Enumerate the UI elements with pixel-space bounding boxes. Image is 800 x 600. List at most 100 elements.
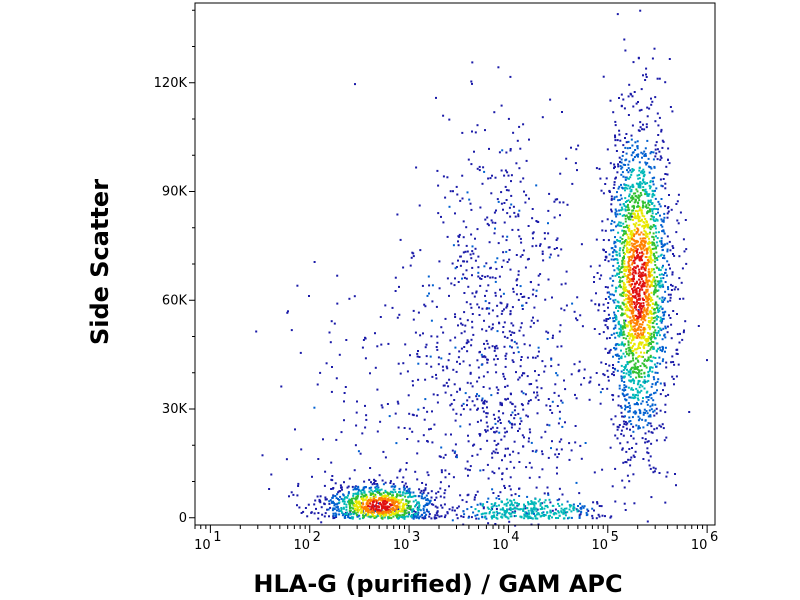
plot-frame [194, 2, 716, 526]
event-dot [638, 305, 641, 308]
event-dot [416, 501, 419, 504]
event-dot [647, 344, 650, 347]
event-dot [630, 368, 633, 371]
event-dot [628, 193, 631, 196]
event-dot [517, 430, 519, 432]
event-dot [604, 183, 607, 185]
event-dot [487, 477, 490, 480]
event-dot [358, 514, 361, 517]
event-dot [568, 504, 571, 506]
event-dot [643, 261, 646, 264]
event-dot [320, 506, 323, 509]
event-dot [656, 276, 659, 278]
event-dot [405, 509, 408, 512]
event-dot [640, 256, 643, 259]
event-dot [638, 166, 641, 169]
event-dot [632, 349, 635, 352]
event-dot [665, 436, 668, 439]
event-dot [522, 392, 525, 395]
event-dot [663, 232, 666, 235]
event-dot [619, 324, 622, 327]
event-dot [640, 389, 643, 392]
event-dot [637, 317, 640, 320]
event-dot [343, 400, 345, 403]
event-dot [649, 231, 651, 234]
event-dot [656, 237, 659, 240]
event-dot [460, 515, 463, 518]
event-dot [654, 225, 657, 228]
event-dot [671, 110, 674, 113]
event-dot [649, 152, 652, 155]
event-dot [653, 428, 656, 431]
event-dot [660, 280, 663, 283]
event-dot [625, 184, 628, 187]
event-dot [669, 249, 672, 252]
event-dot [412, 513, 415, 516]
event-dot [491, 452, 494, 455]
event-dot [634, 348, 637, 351]
event-dot [661, 283, 664, 286]
event-dot [661, 338, 664, 341]
event-dot [612, 327, 615, 330]
event-dot [664, 395, 667, 398]
event-dot [638, 386, 641, 389]
event-dot [657, 211, 659, 214]
event-dot [650, 167, 653, 170]
event-dot [618, 185, 621, 188]
event-dot [640, 286, 643, 289]
event-dot [520, 420, 523, 423]
event-dot [660, 319, 663, 321]
event-dot [347, 516, 350, 519]
event-dot [526, 495, 529, 498]
event-dot [384, 505, 387, 508]
event-dot [411, 380, 414, 383]
event-dot [420, 495, 423, 498]
event-dot [396, 516, 398, 518]
event-dot [515, 162, 518, 165]
event-dot [643, 336, 645, 338]
event-dot [362, 516, 365, 519]
event-dot [629, 298, 632, 301]
event-dot [652, 151, 655, 154]
event-dot [472, 511, 475, 514]
event-dot [623, 502, 626, 505]
event-dot [662, 264, 664, 267]
event-dot [508, 512, 511, 515]
event-dot [560, 248, 563, 251]
event-dot [469, 303, 472, 306]
event-dot [587, 509, 590, 512]
event-dot [404, 492, 407, 495]
event-dot [614, 124, 617, 127]
event-dot [462, 516, 465, 518]
event-dot [370, 508, 373, 511]
event-dot [615, 314, 617, 317]
event-dot [651, 366, 654, 369]
event-dot [352, 516, 355, 519]
event-dot [348, 297, 351, 300]
event-dot [537, 374, 540, 376]
event-dot [467, 434, 469, 437]
event-dot [649, 354, 652, 357]
event-dot [655, 407, 658, 410]
event-dot [543, 507, 546, 510]
event-dot [642, 321, 644, 324]
event-dot [625, 324, 628, 327]
event-dot [313, 261, 316, 263]
event-dot [453, 383, 456, 386]
event-dot [379, 498, 382, 501]
event-dot [525, 466, 528, 469]
event-dot [508, 258, 511, 261]
event-dot [362, 503, 365, 506]
event-dot [379, 492, 382, 495]
event-dot [416, 478, 419, 481]
event-dot [622, 434, 625, 437]
event-dot [357, 486, 360, 489]
event-dot [643, 351, 646, 354]
event-dot [648, 279, 651, 282]
event-dot [418, 508, 421, 511]
event-dot [506, 430, 508, 433]
event-dot [611, 274, 614, 277]
event-dot [519, 365, 522, 368]
event-dot [652, 254, 655, 256]
